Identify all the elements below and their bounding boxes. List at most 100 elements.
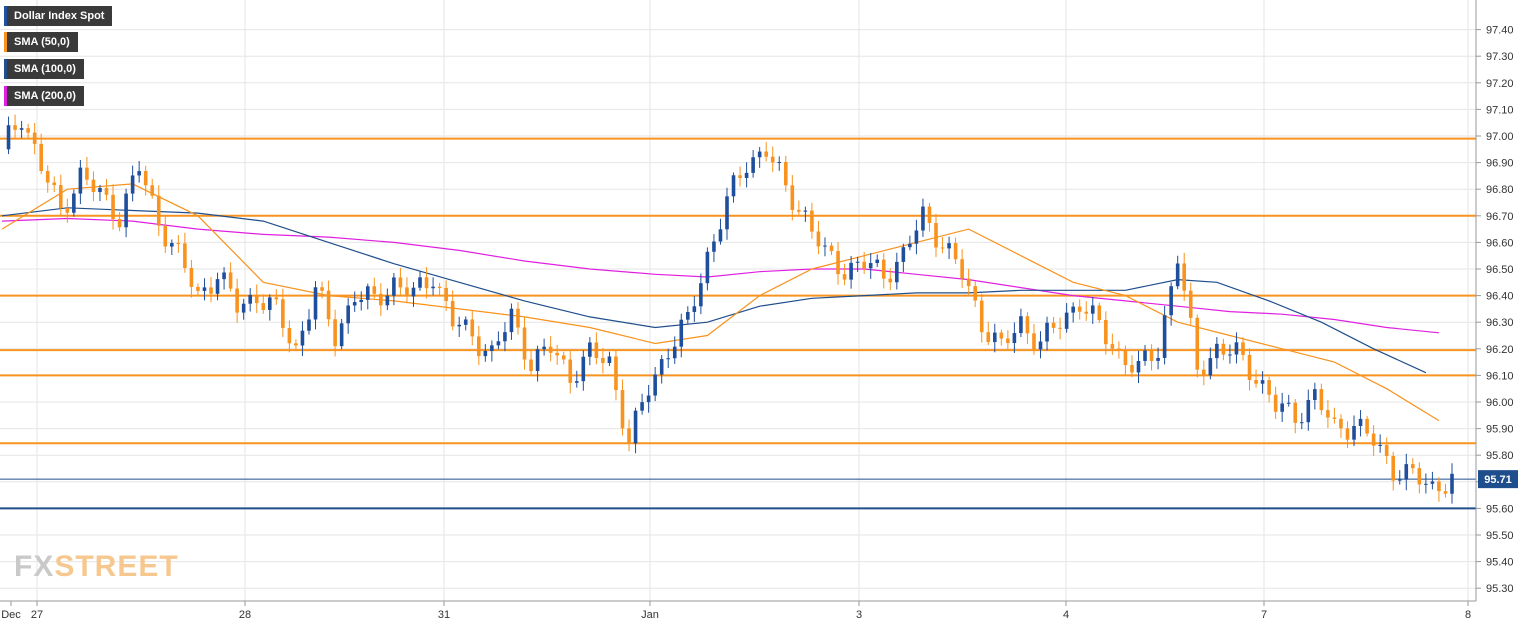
candle-body — [1391, 456, 1396, 481]
candle-body — [1149, 350, 1154, 361]
candle-body — [163, 225, 168, 247]
candle-body — [1247, 354, 1252, 381]
candle-body — [516, 308, 520, 328]
candle-body — [783, 161, 788, 186]
candle-body — [659, 359, 664, 375]
candle-body — [1411, 464, 1415, 469]
legend-swatch-sma50 — [4, 32, 7, 52]
candle-body — [457, 324, 462, 327]
candle-body — [1352, 426, 1356, 440]
candle-body — [770, 156, 775, 163]
x-tick-label: 4 — [1063, 609, 1069, 621]
candle-body — [1424, 483, 1428, 485]
candle-body — [1273, 394, 1278, 412]
candle-body — [529, 359, 533, 372]
candle-body — [914, 230, 919, 244]
candle-body — [1221, 343, 1226, 355]
candle-body — [196, 286, 200, 291]
legend-item-sma100[interactable]: SMA (100,0) — [4, 59, 84, 79]
last-price-tag — [1478, 470, 1518, 489]
candle-body — [842, 274, 847, 280]
candle-body — [1130, 365, 1134, 373]
candle-body — [405, 287, 409, 297]
candle-body — [627, 428, 631, 444]
candle-body — [574, 381, 579, 383]
candle-body — [1234, 342, 1239, 355]
candle-body — [444, 287, 448, 302]
candle-body — [1260, 380, 1265, 384]
candle-body — [757, 151, 762, 158]
candle-body — [1182, 263, 1187, 291]
candle-body — [1104, 320, 1108, 345]
legend-item-sma50[interactable]: SMA (50,0) — [4, 32, 78, 52]
watermark-fx: FX — [14, 550, 55, 583]
candle-body — [1417, 468, 1422, 485]
candle-body — [98, 188, 102, 193]
candle-body — [477, 336, 481, 357]
y-tick-label: 96.30 — [1486, 317, 1514, 329]
candle-body — [751, 157, 755, 173]
candle-body — [313, 287, 318, 320]
candles — [6, 114, 1454, 504]
candle-body — [365, 286, 370, 300]
candle-body — [1019, 316, 1023, 334]
candle-body — [1006, 338, 1010, 344]
candle-body — [653, 374, 657, 396]
candle-body — [1267, 380, 1271, 395]
candle-body — [588, 342, 592, 357]
candle-body — [705, 251, 710, 284]
candle-body — [1319, 389, 1324, 411]
candle-body — [862, 261, 866, 269]
y-tick-label: 96.00 — [1486, 397, 1514, 409]
candle-body — [561, 355, 566, 360]
candle-body — [437, 286, 442, 288]
candle-body — [241, 303, 246, 313]
candle-body — [222, 272, 226, 280]
x-tick-label: 3 — [856, 609, 862, 621]
candle-body — [183, 243, 187, 268]
candle-body — [1215, 343, 1219, 359]
candle-body — [816, 231, 821, 247]
candle-body — [339, 323, 344, 347]
candle-body — [392, 277, 396, 296]
candle-body — [738, 175, 742, 178]
y-tick-label: 97.00 — [1486, 131, 1514, 143]
candle-body — [117, 219, 122, 228]
candle-body — [1195, 317, 1200, 370]
candle-body — [849, 262, 853, 280]
candle-body — [934, 223, 938, 248]
x-tick-label: 27 — [31, 609, 43, 621]
fxstreet-watermark: FXSTREET — [14, 550, 179, 584]
candle-body — [679, 319, 684, 347]
candle-body — [1045, 322, 1049, 342]
candle-body — [640, 402, 644, 411]
y-tick-label: 96.40 — [1486, 291, 1514, 303]
candle-body — [228, 272, 233, 289]
candle-body — [1169, 286, 1173, 316]
y-tick-label: 96.20 — [1486, 344, 1514, 356]
legend-item-price[interactable]: Dollar Index Spot — [4, 6, 113, 26]
candle-body — [1430, 481, 1435, 484]
y-tick-label: 96.80 — [1486, 184, 1514, 196]
candle-body — [699, 283, 703, 307]
candle-body — [248, 295, 252, 304]
candle-body — [58, 185, 63, 209]
candle-body — [718, 229, 723, 242]
sma50-line — [1, 183, 1440, 422]
candle-body — [1254, 380, 1258, 384]
candle-body — [672, 346, 677, 359]
candle-body — [287, 328, 292, 344]
candle-body — [881, 259, 886, 279]
candle-body — [1188, 290, 1193, 318]
candle-body — [26, 128, 30, 133]
candle-body — [431, 286, 435, 289]
candle-body — [1032, 333, 1036, 350]
candle-body — [1241, 342, 1245, 355]
candle-body — [1404, 464, 1409, 480]
candle-body — [1110, 344, 1115, 349]
candle-body — [607, 356, 612, 363]
legend-item-sma200[interactable]: SMA (200,0) — [4, 86, 84, 106]
level-lines — [0, 137, 1476, 510]
candle-body — [13, 125, 17, 130]
